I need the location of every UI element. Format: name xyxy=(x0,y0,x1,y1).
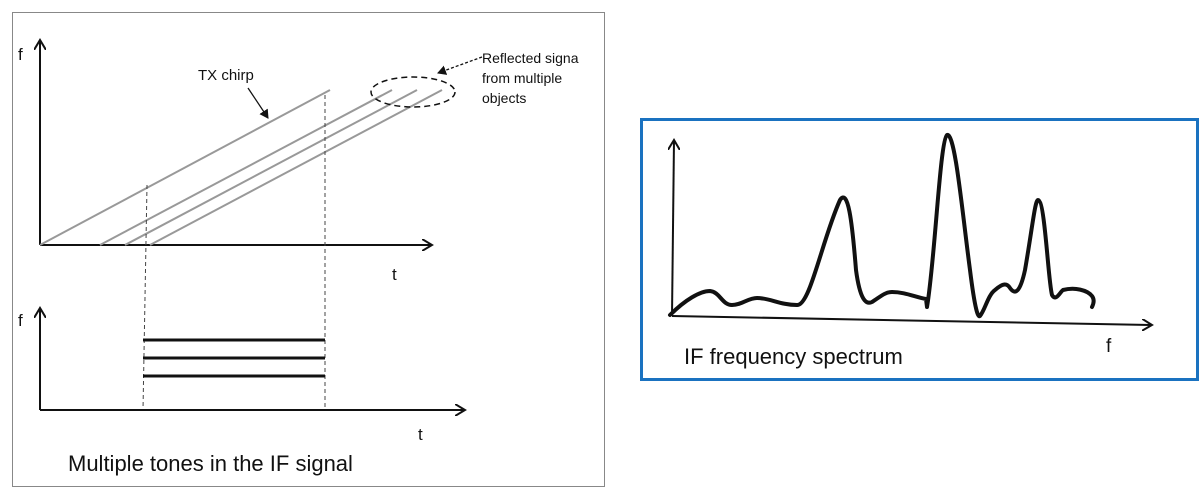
reflected-label-line1: Reflected signa xyxy=(482,50,579,66)
top-x-axis-label: t xyxy=(392,265,397,284)
reflected-chirp-line xyxy=(149,89,443,246)
reflected-chirp-line xyxy=(124,89,418,246)
bottom-x-axis-label: t xyxy=(418,425,423,444)
reflected-arrow xyxy=(437,56,483,75)
reflected-chirp-line xyxy=(99,89,393,246)
bottom-y-axis-label: f xyxy=(18,311,23,330)
right-panel: f IF frequency spectrum xyxy=(640,118,1199,381)
spectrum-x-axis-label: f xyxy=(1106,336,1112,357)
right-caption: IF frequency spectrum xyxy=(684,344,903,369)
tx-chirp-label: TX chirp xyxy=(198,67,254,84)
tx-chirp-line xyxy=(39,89,331,246)
reflected-label-line3: objects xyxy=(482,90,526,106)
guide-line-start xyxy=(142,184,148,411)
left-panel: f t TX chirp Reflected signa from multip… xyxy=(12,12,605,487)
top-y-axis-label: f xyxy=(18,45,23,64)
right-panel-border xyxy=(640,118,1199,381)
reflected-ellipse xyxy=(370,76,456,108)
spectrum-curve xyxy=(668,132,1096,319)
left-panel-border xyxy=(12,12,605,487)
tx-label-arrow xyxy=(247,87,269,119)
reflected-label-line2: from multiple xyxy=(482,70,562,86)
spectrum-x-axis xyxy=(671,315,1152,325)
spectrum-y-axis xyxy=(672,140,674,317)
left-caption: Multiple tones in the IF signal xyxy=(68,451,353,476)
